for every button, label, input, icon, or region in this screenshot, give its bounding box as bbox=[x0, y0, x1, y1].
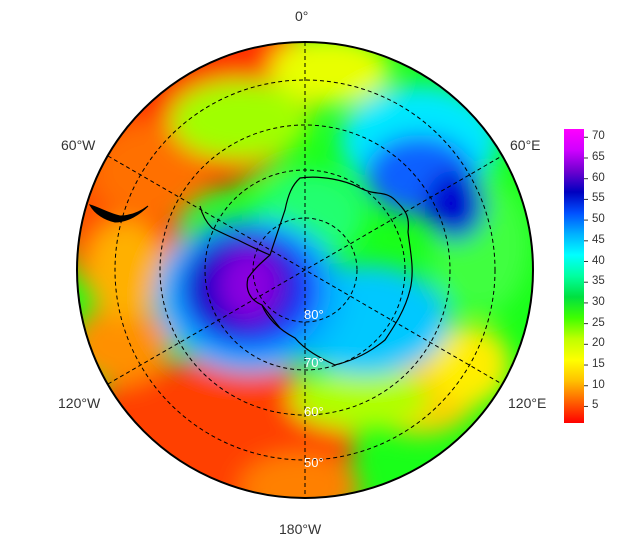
antarctica-coastline bbox=[199, 176, 413, 366]
label-lon-60e: 60°E bbox=[510, 137, 541, 153]
colorbar-tick-label: 60 bbox=[592, 171, 605, 184]
label-lon-180w: 180°W bbox=[279, 521, 322, 537]
label-lat-50: 50° bbox=[304, 455, 324, 470]
label-lon-120e: 120°E bbox=[508, 395, 547, 411]
colorbar-tick-label: 10 bbox=[592, 378, 605, 391]
graticule bbox=[107, 42, 503, 498]
colorbar-tick-label: 40 bbox=[592, 254, 605, 267]
south-america-tip bbox=[88, 204, 149, 223]
label-lon-60w: 60°W bbox=[61, 137, 96, 153]
label-lon-120w: 120°W bbox=[58, 395, 101, 411]
colorbar-tick-label: 70 bbox=[592, 130, 605, 143]
colorbar-tick-label: 35 bbox=[592, 275, 605, 288]
label-lon-0: 0° bbox=[295, 8, 309, 24]
label-lat-80: 80° bbox=[304, 307, 324, 322]
colorbar-tick-label: 15 bbox=[592, 358, 605, 371]
colorbar-tick-label: 65 bbox=[592, 150, 605, 163]
colorbar-tick-label: 50 bbox=[592, 213, 605, 226]
colorbar-tick-label: 45 bbox=[592, 233, 605, 246]
heatmap-field bbox=[77, 42, 533, 498]
colorbar-tick-label: 20 bbox=[592, 337, 605, 350]
label-lat-60: 60° bbox=[304, 404, 324, 419]
colorbar bbox=[564, 129, 588, 423]
colorbar-tick-label: 5 bbox=[592, 399, 599, 412]
colorbar-tick-label: 30 bbox=[592, 295, 605, 308]
map-frame bbox=[76, 41, 534, 499]
label-lat-70: 70° bbox=[304, 355, 324, 370]
colorbar-tick-label: 25 bbox=[592, 316, 605, 329]
colorbar-tick-label: 55 bbox=[592, 192, 605, 205]
